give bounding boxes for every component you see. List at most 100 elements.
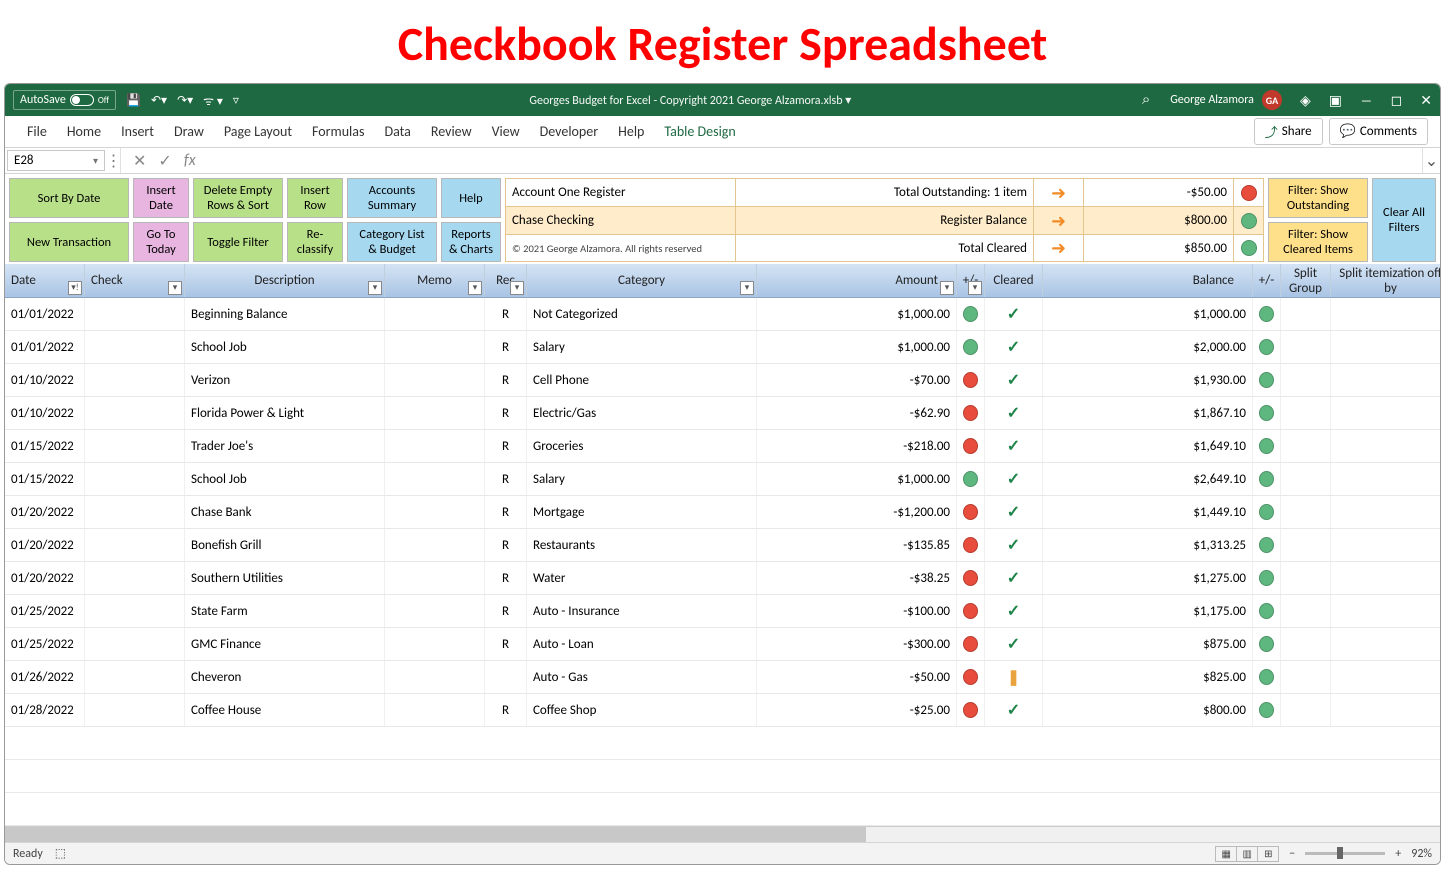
ribbon-tab-page-layout[interactable]: Page Layout bbox=[214, 116, 302, 148]
zoom-in-icon[interactable]: + bbox=[1395, 847, 1401, 861]
category-list-button[interactable]: Category List & Budget bbox=[347, 222, 437, 262]
col-bal-pm[interactable]: +/- bbox=[1253, 264, 1281, 297]
empty-row[interactable] bbox=[5, 793, 1440, 826]
sort-by-date-button[interactable]: Sort By Date bbox=[9, 178, 129, 218]
cell-balance: $2,649.10 bbox=[1043, 463, 1253, 495]
close-icon[interactable]: ✕ bbox=[1420, 92, 1432, 109]
table-row[interactable]: 01/01/2022School JobRSalary$1,000.00✓$2,… bbox=[5, 331, 1440, 364]
autosave-toggle[interactable]: AutoSave Off bbox=[13, 90, 116, 110]
ribbon-tab-developer[interactable]: Developer bbox=[530, 116, 608, 148]
cell-balance: $1,867.10 bbox=[1043, 397, 1253, 429]
table-row[interactable]: 01/15/2022Trader Joe'sRGroceries-$218.00… bbox=[5, 430, 1440, 463]
table-row[interactable]: 01/20/2022Southern UtilitiesRWater-$38.2… bbox=[5, 562, 1440, 595]
cell-category: Mortgage bbox=[527, 496, 757, 528]
table-row[interactable]: 01/25/2022GMC FinanceRAuto - Loan-$300.0… bbox=[5, 628, 1440, 661]
view-page-break-icon[interactable]: ⊞ bbox=[1257, 846, 1279, 862]
table-row[interactable]: 01/28/2022Coffee HouseRCoffee Shop-$25.0… bbox=[5, 694, 1440, 727]
user-avatar[interactable]: GA bbox=[1262, 90, 1282, 110]
col-amount[interactable]: Amount▾ bbox=[757, 264, 957, 297]
accessibility-icon[interactable]: ⬚ bbox=[55, 846, 66, 861]
cell-balance: $1,449.10 bbox=[1043, 496, 1253, 528]
col-amt-pm[interactable]: +/-▾ bbox=[957, 264, 985, 297]
table-row[interactable]: 01/25/2022State FarmRAuto - Insurance-$1… bbox=[5, 595, 1440, 628]
toggle-filter-button[interactable]: Toggle Filter bbox=[193, 222, 283, 262]
col-check[interactable]: Check▾ bbox=[85, 264, 185, 297]
table-row[interactable]: 01/20/2022Chase BankRMortgage-$1,200.00✓… bbox=[5, 496, 1440, 529]
filter-cleared-button[interactable]: Filter: Show Cleared Items bbox=[1268, 222, 1368, 262]
col-rec[interactable]: Rec▾ bbox=[485, 264, 527, 297]
col-category[interactable]: Category▾ bbox=[527, 264, 757, 297]
ribbon-display-icon[interactable]: ▣ bbox=[1329, 92, 1342, 109]
col-memo[interactable]: Memo▾ bbox=[385, 264, 485, 297]
minimize-icon[interactable]: ― bbox=[1360, 92, 1373, 109]
table-row[interactable]: 01/26/2022CheveronAuto - Gas-$50.00❚$825… bbox=[5, 661, 1440, 694]
cell-balance-dot bbox=[1253, 496, 1281, 528]
enter-icon[interactable]: ✓ bbox=[158, 151, 171, 171]
zoom-level[interactable]: 92% bbox=[1411, 847, 1432, 861]
cell-amount-dot bbox=[957, 529, 985, 561]
ribbon-tab-insert[interactable]: Insert bbox=[111, 116, 164, 148]
table-row[interactable]: 01/01/2022Beginning BalanceRNot Categori… bbox=[5, 298, 1440, 331]
cell-category: Restaurants bbox=[527, 529, 757, 561]
cell-description: School Job bbox=[185, 463, 385, 495]
filter-outstanding-button[interactable]: Filter: Show Outstanding bbox=[1268, 178, 1368, 218]
empty-row[interactable] bbox=[5, 727, 1440, 760]
help-button[interactable]: Help bbox=[441, 178, 501, 218]
ribbon-tab-review[interactable]: Review bbox=[421, 116, 482, 148]
ribbon-tab-home[interactable]: Home bbox=[57, 116, 111, 148]
view-normal-icon[interactable]: ▦ bbox=[1215, 846, 1237, 862]
cell-date: 01/28/2022 bbox=[5, 694, 85, 726]
touch-icon[interactable]: ᯤ ▾ bbox=[203, 92, 223, 109]
new-transaction-button[interactable]: New Transaction bbox=[9, 222, 129, 262]
ribbon-tab-table-design[interactable]: Table Design bbox=[654, 116, 745, 148]
cell-balance-dot bbox=[1253, 628, 1281, 660]
fx-icon[interactable]: fx bbox=[184, 151, 196, 170]
ribbon-tab-file[interactable]: File bbox=[17, 116, 57, 148]
zoom-slider[interactable] bbox=[1305, 852, 1385, 855]
ribbon-tab-data[interactable]: Data bbox=[374, 116, 420, 148]
fbar-expand-icon[interactable]: ⌄ bbox=[1422, 148, 1440, 173]
ribbon-tab-help[interactable]: Help bbox=[608, 116, 654, 148]
delete-empty-rows-button[interactable]: Delete Empty Rows & Sort bbox=[193, 178, 283, 218]
ribbon-tab-view[interactable]: View bbox=[482, 116, 530, 148]
cell-balance: $800.00 bbox=[1043, 694, 1253, 726]
user-name[interactable]: George Alzamora bbox=[1170, 93, 1254, 107]
insert-date-button[interactable]: Insert Date bbox=[133, 178, 189, 218]
table-row[interactable]: 01/15/2022School JobRSalary$1,000.00✓$2,… bbox=[5, 463, 1440, 496]
maximize-icon[interactable]: ◻ bbox=[1391, 92, 1403, 109]
table-row[interactable]: 01/10/2022Florida Power & LightRElectric… bbox=[5, 397, 1440, 430]
view-page-layout-icon[interactable]: ▥ bbox=[1236, 846, 1258, 862]
save-icon[interactable]: 💾 bbox=[126, 93, 141, 108]
zoom-out-icon[interactable]: − bbox=[1289, 847, 1295, 861]
undo-icon[interactable]: ↶▾ bbox=[151, 93, 167, 108]
ribbon-tab-formulas[interactable]: Formulas bbox=[302, 116, 374, 148]
clear-all-filters-button[interactable]: Clear All Filters bbox=[1372, 178, 1436, 262]
reports-charts-button[interactable]: Reports & Charts bbox=[441, 222, 501, 262]
search-icon[interactable]: ⌕ bbox=[1142, 91, 1150, 109]
name-box[interactable]: E28▾ bbox=[7, 150, 105, 171]
cell-amount-dot bbox=[957, 595, 985, 627]
reclassify-button[interactable]: Re- classify bbox=[287, 222, 343, 262]
horizontal-scrollbar[interactable] bbox=[5, 826, 1440, 842]
col-date[interactable]: Date▾! bbox=[5, 264, 85, 297]
col-balance[interactable]: Balance bbox=[1043, 264, 1253, 297]
col-split-group[interactable]: Split Group bbox=[1281, 264, 1331, 297]
formula-input[interactable] bbox=[208, 148, 1422, 173]
share-button[interactable]: ⤴Share bbox=[1254, 118, 1323, 145]
redo-icon[interactable]: ↷▾ bbox=[177, 93, 193, 108]
cell-split-group bbox=[1281, 430, 1331, 462]
cancel-icon[interactable]: ✕ bbox=[133, 151, 146, 171]
empty-row[interactable] bbox=[5, 760, 1440, 793]
table-row[interactable]: 01/10/2022VerizonRCell Phone-$70.00✓$1,9… bbox=[5, 364, 1440, 397]
insert-row-button[interactable]: Insert Row bbox=[287, 178, 343, 218]
diamond-icon[interactable]: ◈ bbox=[1300, 92, 1311, 109]
col-description[interactable]: Description▾ bbox=[185, 264, 385, 297]
go-to-today-button[interactable]: Go To Today bbox=[133, 222, 189, 262]
col-split-itemization[interactable]: Split itemization off by bbox=[1331, 264, 1441, 297]
ribbon-tab-draw[interactable]: Draw bbox=[164, 116, 214, 148]
accounts-summary-button[interactable]: Accounts Summary bbox=[347, 178, 437, 218]
table-row[interactable]: 01/20/2022Bonefish GrillRRestaurants-$13… bbox=[5, 529, 1440, 562]
col-cleared[interactable]: Cleared bbox=[985, 264, 1043, 297]
cell-description: Verizon bbox=[185, 364, 385, 396]
comments-button[interactable]: 💬Comments bbox=[1329, 118, 1428, 145]
